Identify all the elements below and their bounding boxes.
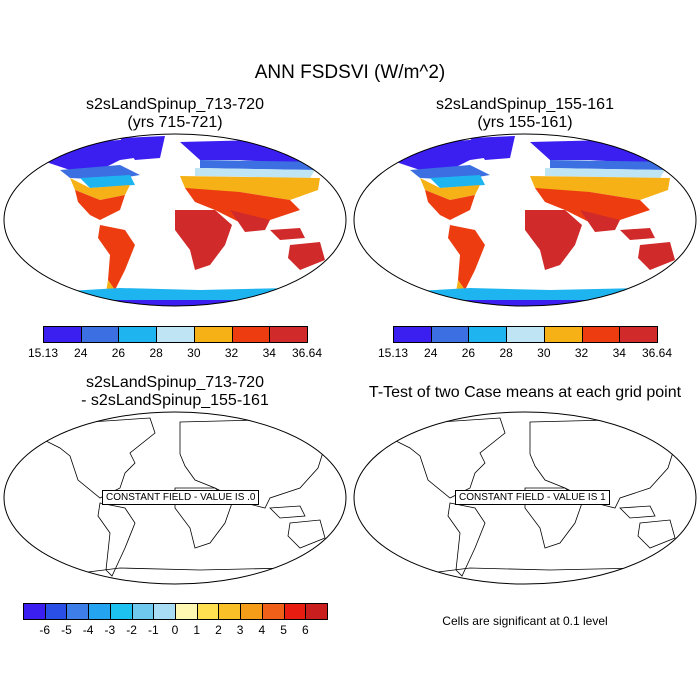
- colorbar-box: [581, 326, 621, 343]
- colorbar-tick-label: 1: [193, 623, 201, 637]
- colorbar-tick-label: 34: [612, 346, 626, 360]
- panel-title-line2: - s2sLandSpinup_155-161: [81, 392, 269, 409]
- panel-title-bottom-left: s2sLandSpinup_713-720 - s2sLandSpinup_15…: [25, 374, 325, 410]
- colorbar-box: [283, 603, 307, 620]
- colorbar-tick-label: 28: [499, 346, 513, 360]
- panel-title-top-right: s2sLandSpinup_155-161 (yrs 155-161): [375, 96, 675, 132]
- colorbar-box: [43, 326, 82, 343]
- colorbar-tick-label: 24: [424, 346, 438, 360]
- colorbar-tick-label: 32: [224, 346, 239, 360]
- colorbar-tick-label: 6: [301, 623, 309, 637]
- panel-title-line1: s2sLandSpinup_713-720: [86, 374, 264, 391]
- constant-field-label: CONSTANT FIELD - VALUE IS .0: [102, 490, 260, 505]
- colorbar-box: [231, 326, 271, 343]
- colorbar-box: [468, 326, 508, 343]
- colorbar-box: [80, 326, 120, 343]
- colorbar-tick-label: -6: [39, 623, 51, 637]
- colorbar-box: [506, 326, 545, 343]
- panel-title-line1: T-Test of two Case means at each grid po…: [368, 384, 682, 401]
- colorbar-box: [109, 603, 133, 620]
- colorbar-tick-label: 26: [461, 346, 476, 360]
- colorbar-box: [240, 603, 263, 620]
- filled-land-layer: [40, 136, 330, 306]
- constant-field-label: CONSTANT FIELD - VALUE IS 1: [455, 490, 610, 505]
- colorbar-tick-label: 5: [280, 623, 287, 637]
- map-top-right: [353, 133, 697, 307]
- colorbar-tick-label: 15.13: [377, 346, 409, 360]
- filled-land-layer: [390, 136, 680, 306]
- panel-title-top-left: s2sLandSpinup_713-720 (yrs 715-721): [25, 96, 325, 132]
- colorbar-tick-label: 0: [171, 623, 179, 637]
- colorbar-tick-label: -5: [61, 623, 72, 637]
- colorbar-tick-label: 4: [258, 623, 266, 637]
- figure-title: ANN FSDSVI (W/m^2): [254, 62, 446, 83]
- panel-title-line1: s2sLandSpinup_713-720: [86, 96, 264, 113]
- colorbar-tick-label: 24: [74, 346, 88, 360]
- colorbar-tick-label: 26: [111, 346, 126, 360]
- colorbar-box: [88, 603, 111, 620]
- colorbar-tick-label: 32: [574, 346, 589, 360]
- map-border: [353, 133, 697, 307]
- colorbar-tick-label: 2: [215, 623, 222, 637]
- colorbar-tick-label: 3: [236, 623, 244, 637]
- colorbar-box: [305, 603, 328, 620]
- colorbar-tick-label: 15.13: [27, 346, 59, 360]
- colorbar-box: [543, 326, 583, 343]
- colorbar-box: [193, 326, 233, 343]
- colorbar-box: [269, 326, 308, 343]
- colorbar-bottom-left: -6 -5 -4 -3 -2 -1 0 1 2 3 4 5 6: [23, 603, 328, 639]
- colorbar-box: [156, 326, 195, 343]
- colorbar-tick-label: 30: [537, 346, 551, 360]
- colorbar-top-right: 15.13 24 26 28 30 32 34 36.64: [378, 326, 672, 362]
- significance-note: Cells are significant at 0.1 level: [442, 614, 608, 628]
- panel-title-line2: (yrs 715-721): [127, 114, 223, 131]
- colorbar-box: [261, 603, 285, 620]
- colorbar-tick-label: -1: [147, 623, 159, 637]
- colorbar-box: [619, 326, 658, 343]
- colorbar-tick-label: 28: [149, 346, 163, 360]
- colorbar-tick-label: -2: [126, 623, 137, 637]
- colorbar-box: [196, 603, 220, 620]
- colorbar-tick-label: -4: [82, 623, 94, 637]
- map-top-left: [3, 133, 347, 307]
- colorbar-box: [175, 603, 198, 620]
- colorbar-box: [23, 603, 46, 620]
- colorbar-box: [430, 326, 470, 343]
- colorbar-box: [118, 326, 158, 343]
- map-border: [3, 133, 347, 307]
- colorbar-tick-label: 36.64: [641, 346, 673, 360]
- colorbar-box: [393, 326, 432, 343]
- colorbar-box: [131, 603, 155, 620]
- colorbar-tick-label: -3: [104, 623, 116, 637]
- panel-title-line2: (yrs 155-161): [477, 114, 573, 131]
- map-bottom-left: [3, 411, 347, 585]
- map-border: [3, 411, 347, 585]
- colorbar-tick-label: 30: [187, 346, 201, 360]
- map-border: [353, 411, 697, 585]
- colorbar-box: [153, 603, 176, 620]
- panel-title-line1: s2sLandSpinup_155-161: [436, 96, 614, 113]
- colorbar-top-left: 15.13 24 26 28 30 32 34 36.64: [28, 326, 322, 362]
- panel-title-bottom-right: T-Test of two Case means at each grid po…: [345, 384, 700, 402]
- colorbar-tick-label: 34: [262, 346, 276, 360]
- colorbar-tick-label: 36.64: [291, 346, 323, 360]
- colorbar-box: [44, 603, 68, 620]
- colorbar-box: [218, 603, 242, 620]
- colorbar-box: [66, 603, 90, 620]
